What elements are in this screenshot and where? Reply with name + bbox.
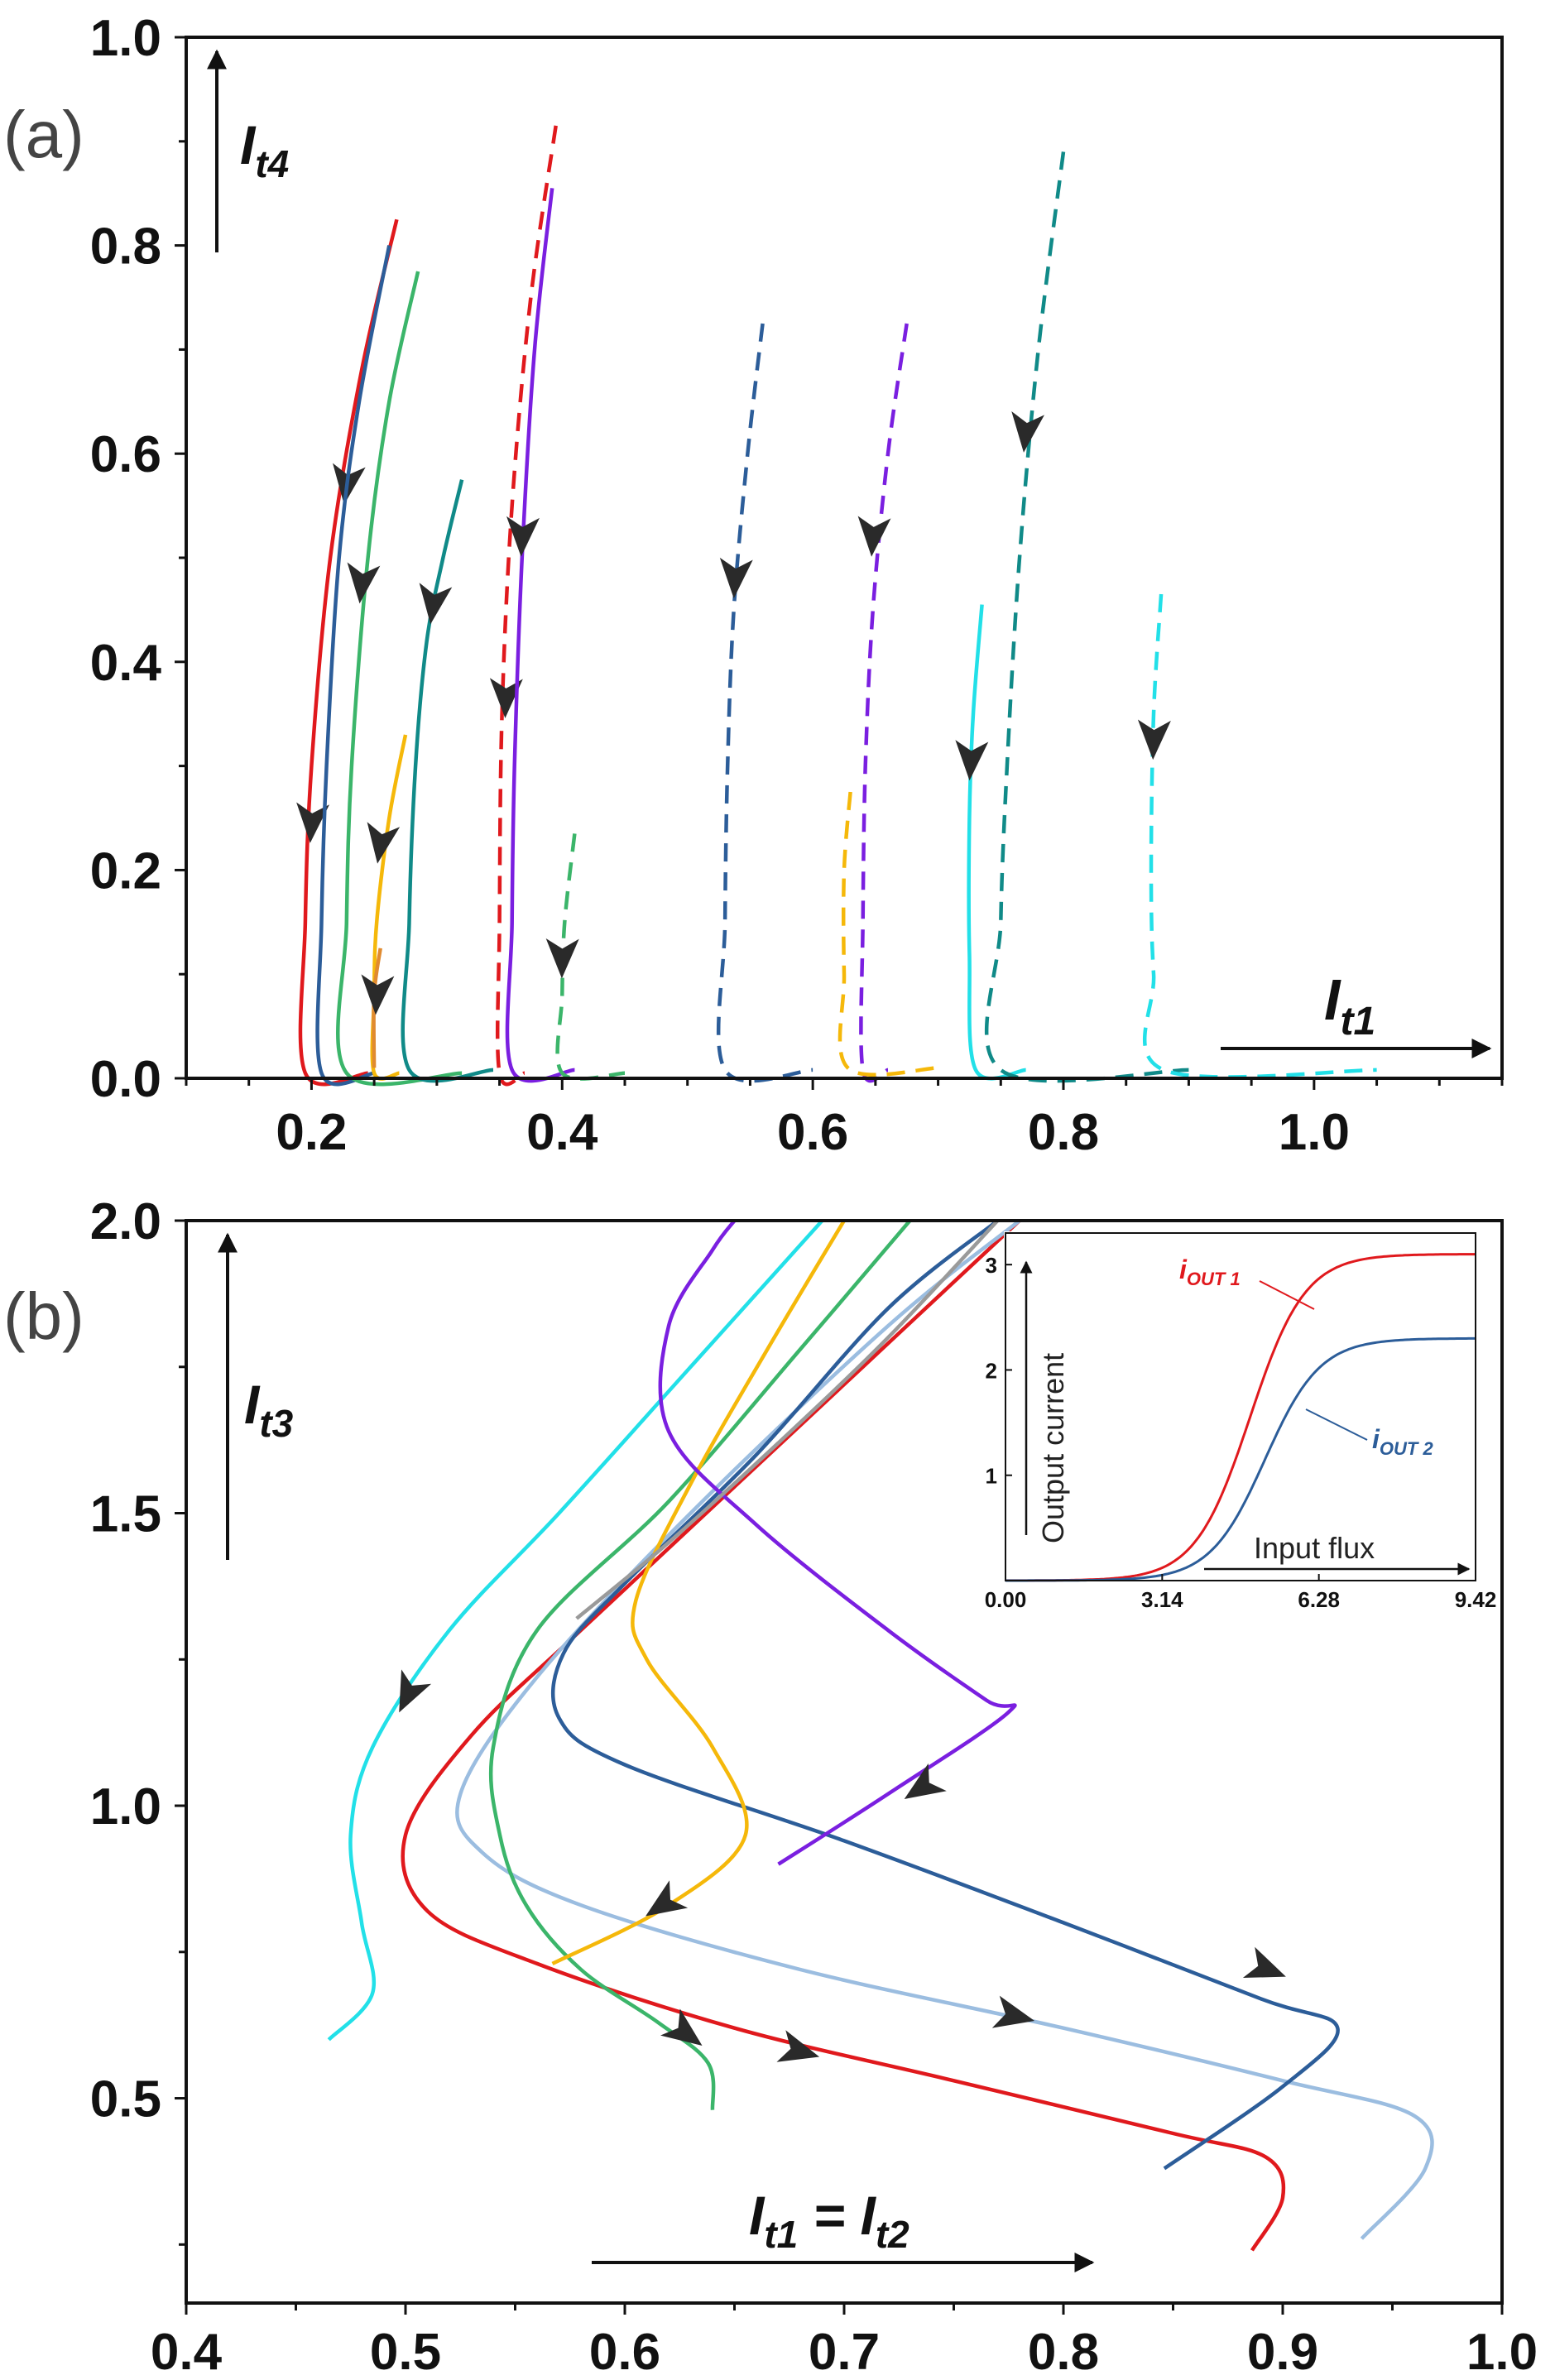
inset-x-tick-label: 3.14 [1141,1587,1183,1612]
panel-a-series-green-dashed [555,833,626,1081]
panel-a-flow-arrow-yellow-solid-0 [367,822,401,864]
panel-a-label: (a) [3,98,84,171]
panel-b-series-gray [575,1219,1000,1620]
panel-a-y-tick-label: 0.8 [90,218,161,276]
panel-b-flow-arrow-cyan-0 [399,1669,432,1713]
panel-b-x-tick-label: 0.8 [1028,2324,1099,2380]
panel-a-x-tick-label: 0.6 [777,1104,848,1161]
panel-a-flow-arrow-teal-dashed-0 [1011,411,1045,453]
panel-a-y-tick-label: 0.4 [90,635,162,692]
panel-a-series-purple-solid [505,188,575,1083]
panel-a-flow-arrow-teal-solid-0 [419,583,453,625]
panel-a-y-tick-label: 0.2 [90,842,161,900]
panel-a-series-cyan-solid [967,604,1026,1081]
inset-legend-iout1-pointer [1259,1280,1315,1310]
panel-b-x-tick-label: 0.6 [589,2324,660,2380]
panel-a-flow-arrow-cyan-solid-0 [955,740,989,781]
panel-a-x-tick-label: 0.4 [526,1104,598,1161]
inset-y-ticks: 1 2 3 [986,1253,1012,1489]
panel-b-y-tick-label: 1.5 [90,1486,161,1543]
panel-b-x-tick-label: 1.0 [1466,2324,1538,2380]
inset-background [1004,1231,1477,1581]
inset-legend-iout2: iOUT 2 [1372,1424,1433,1459]
inset-y-tick-label: 2 [986,1358,997,1383]
panel-b-plot-area [327,1219,1434,2252]
panel-a-x-tick-label: 1.0 [1279,1104,1350,1161]
panel-a-x-axis-label: It1 [1324,967,1375,1044]
panel-a-y-tick-label: 0.6 [90,426,161,483]
panel-a-flow-arrow-purple-solid-0 [506,516,540,557]
panel-a-flow-arrow-red-solid-0 [333,463,366,505]
inset-x-tick-label: 6.28 [1298,1587,1340,1612]
inset-y-tick-label: 1 [986,1464,997,1489]
panel-a-flow-arrow-orange-short-0 [361,974,395,1015]
panel-b: (b) 0.4 0.5 0.6 0.7 0.8 0.9 1.0 0.5 1.0 1.5 2.0 I… [3,1193,1538,2380]
panel-b-y-tick-label: 2.0 [90,1193,161,1250]
panel-b-x-tick-label: 0.5 [370,2324,441,2380]
panel-b-y-tick-label: 1.0 [90,1778,161,1835]
panel-a: (a) 0.2 0.4 0.6 0.8 1.0 0.0 0.2 0.4 0.6 0.8 1.0 I… [3,10,1504,1161]
panel-b-flow-arrow-green-0 [660,2008,703,2046]
panel-a-x-tick-label: 0.2 [276,1104,347,1161]
panel-a-series-blue-solid [315,245,391,1087]
panel-a-series-red-dashed [495,125,558,1087]
panel-b-series-yellow [551,1219,846,1965]
panel-b-series-lightblue [455,1219,1434,2240]
panel-a-plot-area [296,125,1377,1087]
panel-a-series-teal-solid [401,479,494,1083]
panel-b-flow-arrow-purple-0 [904,1763,947,1800]
panel-b-x-axis-label: It1 = It2 [749,2185,909,2256]
panel-a-y-tick-label: 0.0 [90,1051,161,1108]
inset-x-ticks: 0.00 3.14 6.28 9.42 [985,1574,1497,1612]
panel-a-flow-arrow-green-dashed-0 [545,938,579,979]
panel-a-x-tick-label: 0.8 [1028,1104,1099,1161]
inset-chart: 0.00 3.14 6.28 9.42 1 2 3 Output current Inpu… [985,1231,1497,1612]
panel-a-series-teal-dashed [984,151,1189,1083]
panel-b-series-cyan [327,1219,824,2042]
panel-a-flow-arrow-red-solid-1 [296,802,330,843]
inset-x-tick-label: 9.42 [1455,1587,1497,1612]
panel-b-x-ticks: 0.4 0.5 0.6 0.7 0.8 0.9 1.0 [151,2303,1538,2380]
panel-a-series-blue-dashed [716,323,813,1083]
panel-a-series-purple-dashed [859,323,909,1083]
panel-a-flow-arrow-green-solid-0 [347,562,381,604]
inset-y-axis-label: Output current [1036,1353,1070,1543]
panel-b-y-axis-label: It3 [244,1374,294,1445]
panel-b-flow-arrow-yellow-0 [646,1880,689,1917]
panel-a-series-red-solid [298,218,399,1087]
panel-a-x-ticks: 0.2 0.4 0.6 0.8 1.0 [185,1078,1504,1161]
panel-b-x-tick-label: 0.9 [1247,2324,1318,2380]
inset-legend-iout1: iOUT 1 [1179,1255,1241,1289]
panel-a-flow-arrow-cyan-dashed-0 [1137,719,1171,761]
panel-b-flow-arrow-lightblue-0 [991,1995,1035,2028]
panel-b-y-tick-label: 0.5 [90,2071,161,2128]
panel-a-y-tick-label: 1.0 [90,10,161,67]
inset-legend-iout2-pointer [1305,1408,1368,1441]
panel-b-series-darkblue [550,1219,1340,2171]
panel-b-series-green [488,1219,912,2110]
panel-a-flow-arrow-red-dashed-0 [489,678,523,718]
panel-a-flow-arrow-blue-dashed-0 [719,557,753,599]
panel-b-series-purple [658,1219,1017,1866]
panel-b-flow-arrow-darkblue-0 [1242,1946,1286,1979]
panel-b-y-ticks: 0.5 1.0 1.5 2.0 [90,1193,186,2246]
panel-b-series-red [401,1219,1286,2252]
panel-a-series-yellow-solid [370,734,408,1081]
panel-b-flow-arrow-red-0 [776,2030,820,2062]
inset-x-tick-label: 0.00 [985,1587,1027,1612]
panel-a-y-axis-label: It4 [240,114,289,185]
inset-y-tick-label: 3 [986,1253,997,1278]
inset-x-axis-label: Input flux [1254,1531,1375,1565]
panel-a-y-ticks: 0.0 0.2 0.4 0.6 0.8 1.0 [90,10,186,1108]
inset-frame [1005,1232,1476,1581]
panel-a-series-yellow-dashed [837,791,938,1077]
panel-b-label: (b) [3,1279,84,1353]
panel-a-series-green-solid [336,271,463,1087]
panel-b-x-tick-label: 0.4 [151,2324,223,2380]
panel-b-x-tick-label: 0.7 [809,2324,880,2380]
panel-a-flow-arrow-purple-dashed-0 [857,516,891,557]
